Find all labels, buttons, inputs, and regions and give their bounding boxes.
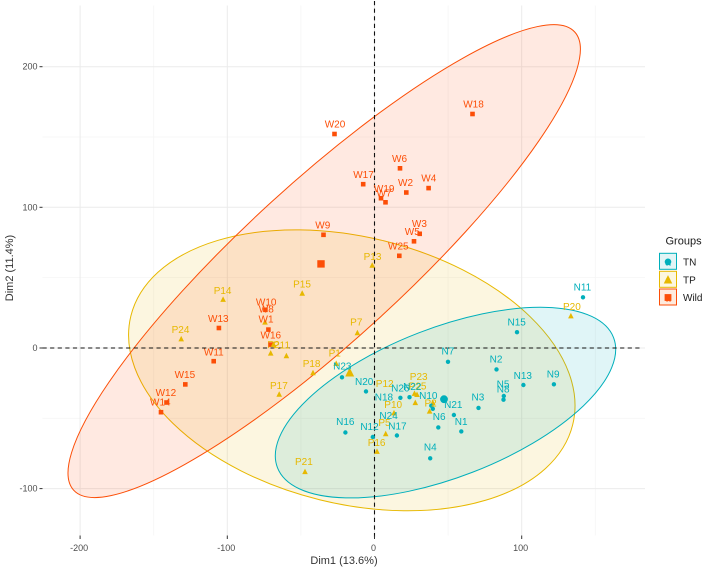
svg-text:Wild: Wild — [683, 293, 702, 304]
svg-text:N4: N4 — [424, 443, 437, 454]
svg-text:W10: W10 — [256, 297, 277, 308]
svg-text:P17: P17 — [270, 381, 288, 392]
svg-text:W7: W7 — [377, 188, 392, 199]
svg-text:P7: P7 — [350, 318, 363, 329]
svg-text:N9: N9 — [547, 369, 560, 380]
svg-text:N22: N22 — [403, 382, 422, 393]
svg-text:W5: W5 — [405, 227, 420, 238]
svg-text:P18: P18 — [303, 359, 321, 370]
svg-text:P23: P23 — [410, 372, 428, 383]
svg-text:N16: N16 — [336, 417, 355, 428]
svg-text:W17: W17 — [353, 170, 374, 181]
svg-text:P15: P15 — [293, 279, 311, 290]
svg-text:-100: -100 — [19, 484, 37, 494]
svg-text:N8: N8 — [497, 385, 510, 396]
svg-text:W3: W3 — [412, 219, 427, 230]
svg-text:W13: W13 — [208, 314, 229, 325]
svg-text:N13: N13 — [514, 371, 533, 382]
svg-text:N7: N7 — [442, 346, 455, 357]
svg-text:0: 0 — [371, 543, 376, 553]
svg-text:N11: N11 — [574, 282, 592, 293]
svg-text:P11: P11 — [273, 341, 290, 352]
svg-text:W11: W11 — [204, 347, 224, 358]
svg-text:TN: TN — [683, 257, 696, 268]
svg-text:200: 200 — [22, 62, 37, 72]
svg-text:P25: P25 — [409, 381, 427, 392]
svg-text:W16: W16 — [261, 330, 282, 341]
svg-text:Groups: Groups — [666, 236, 703, 248]
svg-text:P16: P16 — [368, 438, 386, 449]
svg-text:100: 100 — [22, 202, 37, 212]
svg-text:W1: W1 — [259, 314, 274, 325]
svg-text:W18: W18 — [463, 100, 484, 111]
svg-text:100: 100 — [513, 543, 528, 553]
svg-text:N26: N26 — [391, 383, 410, 394]
svg-text:Dim2 (11.4%): Dim2 (11.4%) — [4, 235, 16, 301]
svg-text:N10: N10 — [419, 391, 438, 402]
svg-text:P1: P1 — [329, 348, 342, 359]
svg-text:W14: W14 — [150, 397, 171, 408]
svg-text:N20: N20 — [355, 377, 374, 388]
svg-text:-100: -100 — [217, 543, 235, 553]
svg-text:Dim1 (13.6%): Dim1 (13.6%) — [310, 555, 377, 567]
svg-text:P20: P20 — [563, 302, 581, 313]
svg-text:N1: N1 — [455, 417, 468, 428]
svg-text:W25: W25 — [388, 241, 409, 252]
svg-text:TP: TP — [683, 275, 696, 286]
svg-text:N15: N15 — [508, 318, 527, 329]
svg-text:N24: N24 — [379, 411, 398, 422]
svg-text:N2: N2 — [490, 354, 503, 365]
svg-text:a: a — [665, 276, 671, 287]
svg-text:N5: N5 — [497, 380, 510, 391]
svg-text:W6: W6 — [392, 154, 407, 165]
svg-text:N18: N18 — [375, 393, 394, 404]
svg-text:N6: N6 — [433, 412, 446, 423]
svg-text:a: a — [665, 293, 671, 304]
svg-text:a: a — [665, 258, 671, 269]
svg-text:W15: W15 — [175, 370, 196, 381]
svg-text:N21: N21 — [444, 400, 463, 411]
svg-text:-200: -200 — [70, 543, 88, 553]
svg-text:W2: W2 — [398, 178, 413, 189]
svg-text:N17: N17 — [388, 422, 407, 433]
svg-text:W12: W12 — [156, 388, 177, 399]
svg-text:P10: P10 — [384, 400, 402, 411]
svg-text:0: 0 — [32, 343, 37, 353]
svg-text:W19: W19 — [374, 184, 395, 195]
svg-text:N3: N3 — [472, 392, 485, 403]
svg-text:P12: P12 — [376, 379, 394, 390]
svg-text:N23: N23 — [333, 362, 352, 373]
svg-text:P14: P14 — [214, 286, 232, 297]
svg-text:W20: W20 — [325, 119, 346, 130]
svg-text:P13: P13 — [364, 252, 382, 263]
svg-text:W4: W4 — [421, 173, 436, 184]
svg-text:P5: P5 — [378, 418, 391, 429]
svg-text:P21: P21 — [295, 457, 313, 468]
svg-text:N12: N12 — [360, 422, 379, 433]
svg-text:P24: P24 — [172, 325, 190, 336]
svg-text:P2: P2 — [424, 399, 437, 410]
svg-text:W9: W9 — [315, 220, 330, 231]
